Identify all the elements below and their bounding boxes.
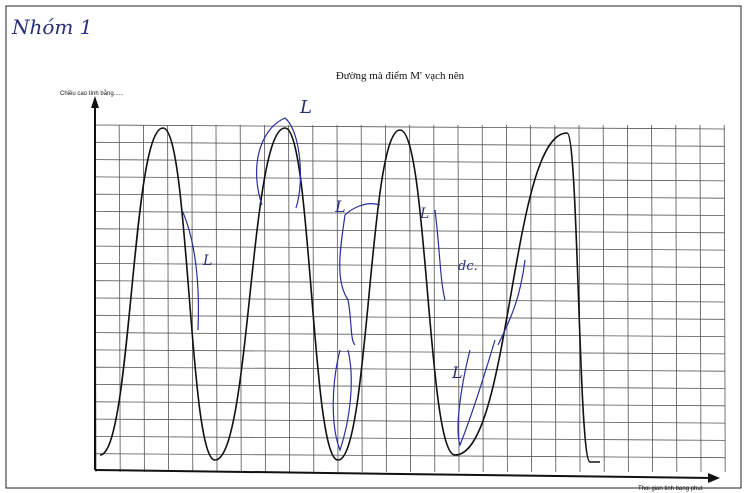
grid-line [94,124,726,130]
grid-line [94,366,726,372]
grid-line [530,124,532,473]
x-label: Thoi gian tinh bang phut [638,486,703,492]
grid-line [94,245,726,251]
grid-line [288,124,291,473]
grid-line [94,176,726,182]
grid-line [263,124,266,473]
grid-line [578,124,581,473]
grid-line [433,124,436,473]
grid-line [651,124,653,473]
grid-line [239,124,242,473]
x-arrow [708,473,720,483]
grid-line [94,384,726,389]
y-label: Chiều cao tính bằng...... [60,90,124,97]
grid-line [723,124,726,473]
grid-line [675,124,678,473]
grid-line [94,141,726,147]
grid-line [94,401,726,407]
grid-line [336,124,339,473]
grid-line [384,124,387,473]
grid-line [699,124,702,473]
annotation: L [334,197,346,216]
grid-line [94,193,726,199]
y-arrow [91,96,99,108]
grid-line [94,228,726,234]
annotation: dc. [458,259,478,274]
grid-line [94,436,726,441]
grid-line [505,124,508,473]
grid-line [94,314,726,320]
grid-line [94,418,726,424]
grid-line [602,124,605,473]
grid-line [94,159,726,164]
grid-line [627,124,629,473]
grid-line [94,349,726,355]
grid-line [312,124,315,473]
grid-line [94,263,726,268]
curve [99,127,600,463]
group-note: Nhóm 1 [11,15,92,39]
grid-line [481,124,484,473]
grid-line [360,124,363,473]
x-axis [94,469,713,479]
annotation: L [299,97,312,118]
title: Đường mà điểm M' vạch nên [336,70,465,82]
annotation: L [202,253,212,269]
grid-line [94,211,726,216]
grid-line [94,297,726,303]
annotation: L [451,363,463,382]
annotation: L [419,206,429,222]
grid-line [554,124,557,473]
grid-line [94,453,726,459]
grid-line [94,280,726,286]
grid-line [94,332,726,337]
grid-line [409,124,412,473]
handwritten-marks [181,117,526,452]
